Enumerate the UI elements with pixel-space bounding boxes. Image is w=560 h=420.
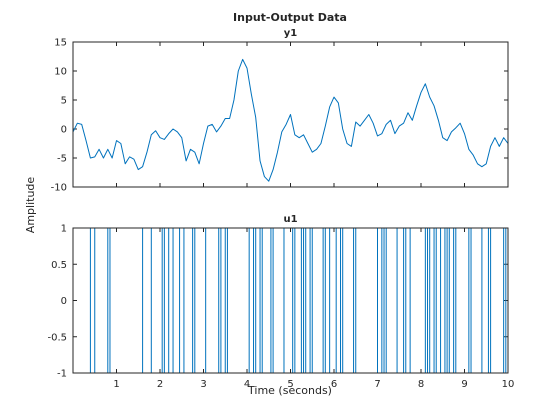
y-tick-label: -10	[51, 183, 67, 194]
x-tick-label: 2	[157, 379, 163, 390]
chart-title: Input-Output Data	[233, 11, 347, 24]
y-tick-label: 0.5	[51, 260, 67, 271]
axes-u1: u1 -1 -0.5 0 0.5 1 1 2 3 4 5 6 7 8 9 10	[47, 214, 514, 390]
series-line-y1	[72, 58, 509, 182]
y-tick-label: 10	[54, 67, 67, 78]
axes-box	[72, 41, 509, 188]
x-tick-label: 10	[502, 379, 515, 390]
y-tick-label: -1	[57, 369, 67, 380]
x-tick-label: 5	[287, 379, 293, 390]
x-axis-label: Time (seconds)	[247, 384, 332, 397]
x-tick-label: 1	[113, 379, 119, 390]
y-tick-label: -5	[57, 154, 67, 165]
x-tick-label: 8	[418, 379, 424, 390]
y-tick-label: 1	[61, 224, 67, 235]
x-tick-label: 3	[200, 379, 206, 390]
y-tick-label: 0	[61, 296, 67, 307]
x-tick-label: 4	[244, 379, 250, 390]
y-tick-label: 5	[61, 96, 67, 107]
axes-box	[72, 227, 509, 374]
y-tick-label: -0.5	[47, 332, 67, 343]
y-axis-label: Amplitude	[24, 177, 37, 234]
axes-layer: y1 -10 -5 0 5 10 15 u1 -1 -0.5 0 0.5 1 1 2 3 4 5 6 7 8 9 10	[47, 28, 514, 390]
axes-y1: y1 -10 -5 0 5 10 15	[51, 28, 509, 194]
axes-title: u1	[283, 214, 297, 225]
x-tick-label: 6	[331, 379, 337, 390]
x-tick-label: 7	[374, 379, 380, 390]
series-line-u1	[73, 227, 508, 374]
y-tick-label: 0	[61, 125, 67, 136]
axes-title: y1	[284, 28, 298, 39]
y-tick-label: 15	[54, 38, 67, 49]
x-tick-label: 9	[461, 379, 467, 390]
